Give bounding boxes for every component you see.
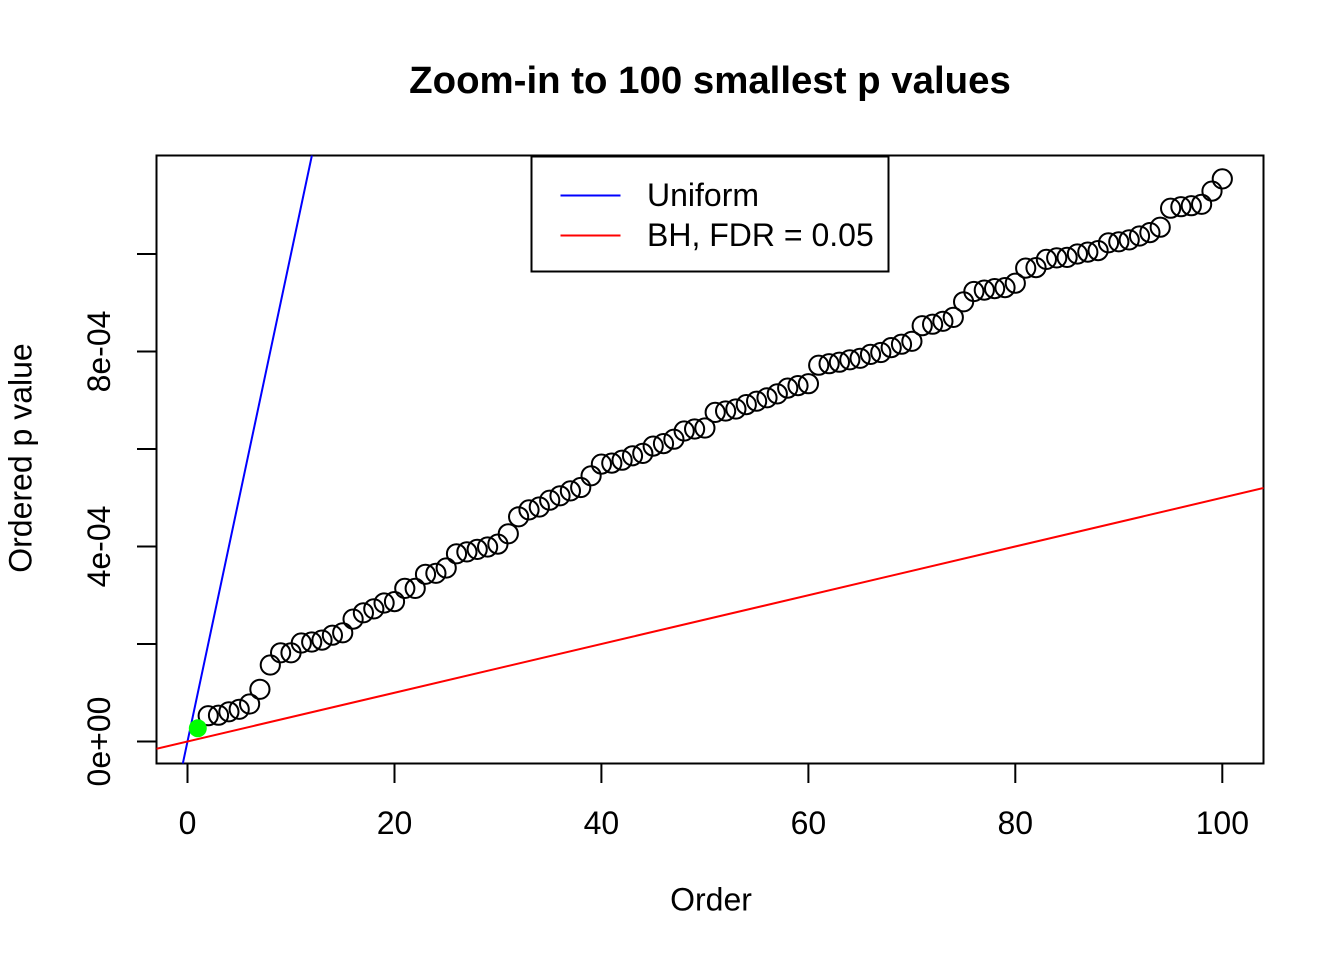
svg-text:60: 60 [791,805,827,841]
svg-text:BH, FDR = 0.05: BH, FDR = 0.05 [647,217,874,253]
svg-text:4e-04: 4e-04 [81,506,117,588]
svg-text:100: 100 [1196,805,1249,841]
svg-text:Uniform: Uniform [647,177,759,213]
svg-text:Order: Order [670,882,752,918]
svg-text:Ordered p value: Ordered p value [3,343,39,572]
svg-text:0e+00: 0e+00 [81,697,117,787]
svg-text:8e-04: 8e-04 [81,311,117,393]
svg-text:80: 80 [998,805,1034,841]
svg-text:20: 20 [377,805,413,841]
svg-text:0: 0 [179,805,197,841]
svg-text:Zoom-in to 100 smallest p valu: Zoom-in to 100 smallest p values [409,59,1011,102]
svg-text:40: 40 [584,805,620,841]
